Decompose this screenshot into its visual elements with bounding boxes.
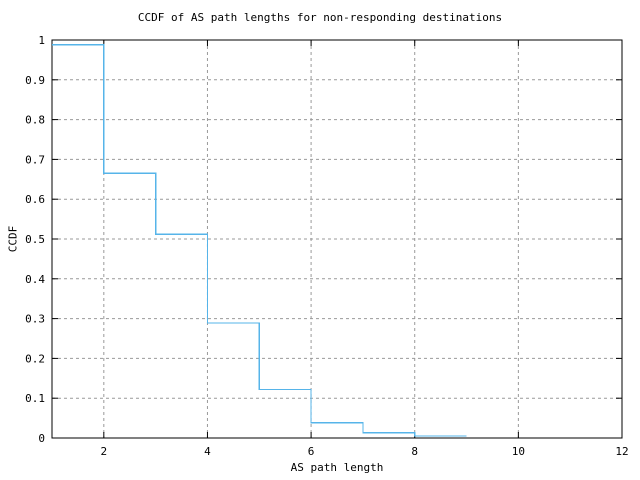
y-tick-label: 0 (38, 432, 45, 445)
x-tick-label: 2 (101, 445, 108, 458)
y-tick-label: 0.6 (25, 193, 45, 206)
x-tick-label: 6 (308, 445, 315, 458)
x-tick-label: 12 (615, 445, 628, 458)
y-tick-label: 0.3 (25, 313, 45, 326)
y-tick-label: 0.5 (25, 233, 45, 246)
x-tick-label: 8 (411, 445, 418, 458)
ccdf-step-line (52, 44, 467, 437)
y-tick-label: 0.7 (25, 153, 45, 166)
y-tick-label: 0.1 (25, 392, 45, 405)
y-axis-label: CCDF (6, 225, 20, 253)
x-tick-label: 10 (512, 445, 525, 458)
y-tick-label: 1 (38, 34, 45, 47)
chart-title: CCDF of AS path lengths for non-respondi… (137, 11, 503, 24)
y-tick-label: 0.9 (25, 74, 45, 87)
y-tick-label: 0.2 (25, 352, 45, 365)
y-tick-label: 0.4 (25, 273, 45, 286)
x-tick-label: 4 (204, 445, 211, 458)
y-tick-label: 0.8 (25, 114, 45, 127)
x-axis-label: AS path length (290, 461, 384, 474)
